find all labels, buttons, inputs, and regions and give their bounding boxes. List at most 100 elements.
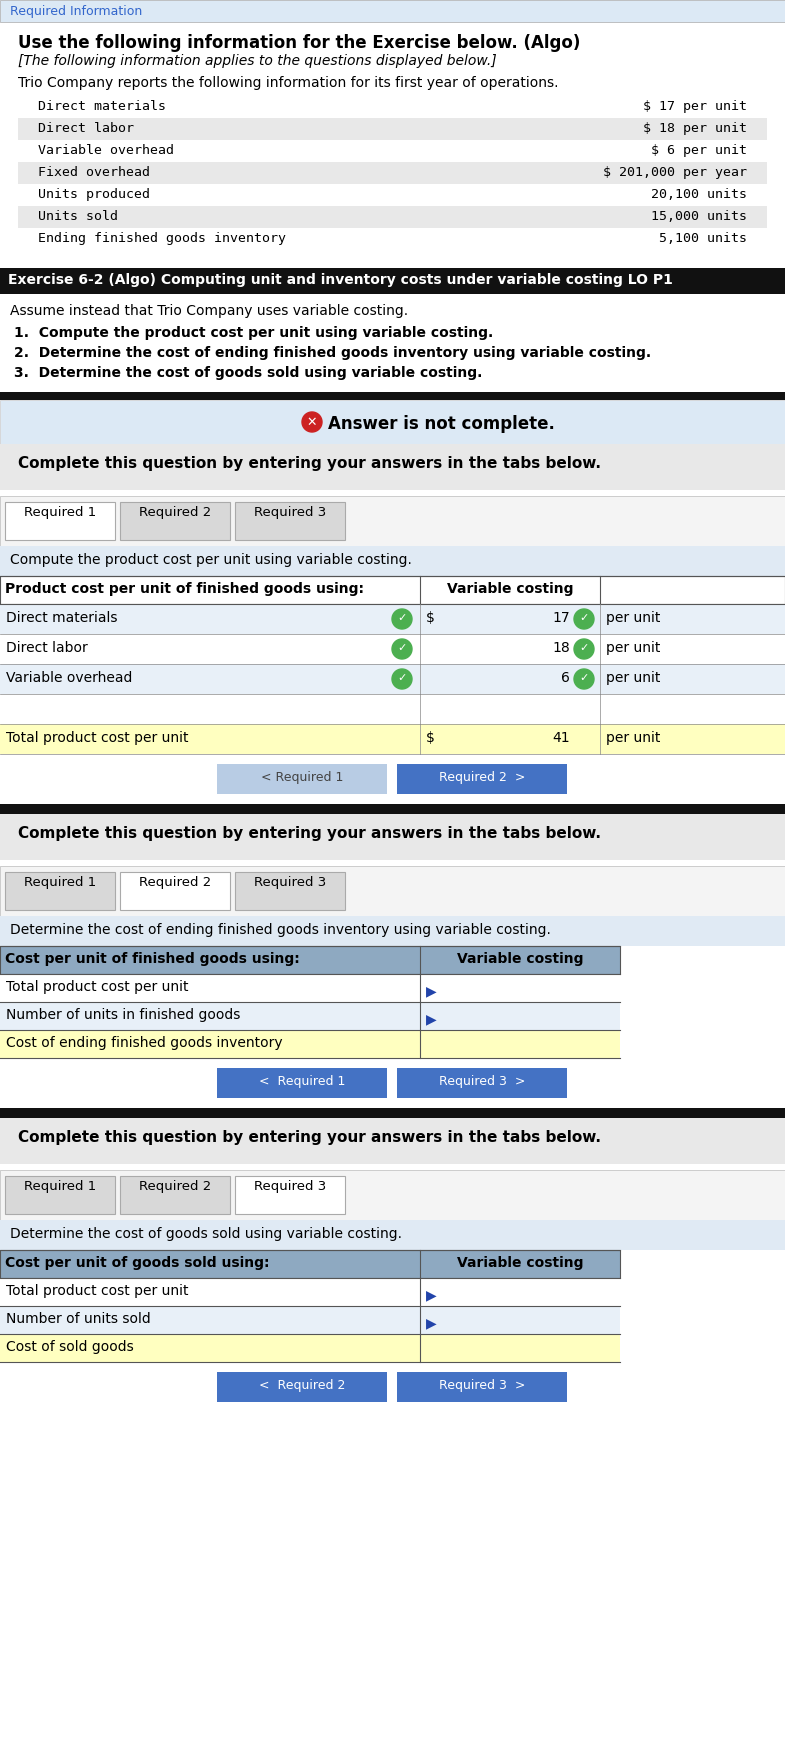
- FancyBboxPatch shape: [0, 693, 785, 723]
- Text: Variable costing: Variable costing: [457, 953, 583, 967]
- FancyBboxPatch shape: [0, 603, 785, 633]
- Text: per unit: per unit: [606, 610, 660, 624]
- Text: ▶: ▶: [426, 1288, 436, 1302]
- Text: Required 3: Required 3: [254, 877, 326, 889]
- FancyBboxPatch shape: [397, 1372, 567, 1402]
- Text: Ending finished goods inventory: Ending finished goods inventory: [38, 233, 286, 245]
- FancyBboxPatch shape: [120, 871, 230, 910]
- Text: $ 18 per unit: $ 18 per unit: [643, 122, 747, 136]
- FancyBboxPatch shape: [0, 445, 785, 490]
- Text: Use the following information for the Exercise below. (Algo): Use the following information for the Ex…: [18, 34, 580, 51]
- FancyBboxPatch shape: [0, 1170, 785, 1221]
- Text: Product cost per unit of finished goods using:: Product cost per unit of finished goods …: [5, 582, 364, 596]
- Text: <  Required 2: < Required 2: [259, 1379, 345, 1392]
- Text: ✕: ✕: [307, 416, 317, 429]
- FancyBboxPatch shape: [0, 663, 785, 693]
- Circle shape: [392, 609, 412, 630]
- FancyBboxPatch shape: [0, 946, 620, 974]
- Text: 3.  Determine the cost of goods sold using variable costing.: 3. Determine the cost of goods sold usin…: [14, 365, 482, 379]
- Text: $ 201,000 per year: $ 201,000 per year: [603, 166, 747, 178]
- FancyBboxPatch shape: [0, 400, 785, 445]
- FancyBboxPatch shape: [0, 804, 785, 813]
- Text: ✓: ✓: [579, 644, 589, 653]
- FancyBboxPatch shape: [0, 392, 785, 400]
- FancyBboxPatch shape: [0, 974, 620, 1002]
- Circle shape: [302, 413, 322, 432]
- Text: Required 1: Required 1: [24, 877, 96, 889]
- FancyBboxPatch shape: [18, 118, 767, 139]
- FancyBboxPatch shape: [0, 1118, 785, 1164]
- Text: Required 1: Required 1: [24, 1180, 96, 1192]
- Text: Required 2: Required 2: [139, 877, 211, 889]
- Text: Required 2  >: Required 2 >: [439, 771, 525, 783]
- FancyBboxPatch shape: [18, 95, 767, 118]
- Text: Total product cost per unit: Total product cost per unit: [6, 1284, 188, 1298]
- Text: Units sold: Units sold: [38, 210, 118, 222]
- FancyBboxPatch shape: [0, 813, 785, 861]
- Text: ✓: ✓: [397, 644, 407, 653]
- Text: $: $: [426, 730, 435, 744]
- Text: 15,000 units: 15,000 units: [651, 210, 747, 222]
- Text: $ 17 per unit: $ 17 per unit: [643, 101, 747, 113]
- Text: Units produced: Units produced: [38, 189, 150, 201]
- Text: per unit: per unit: [606, 640, 660, 654]
- Text: per unit: per unit: [606, 670, 660, 684]
- Text: 17: 17: [553, 610, 570, 624]
- FancyBboxPatch shape: [0, 633, 785, 663]
- FancyBboxPatch shape: [18, 162, 767, 183]
- FancyBboxPatch shape: [18, 206, 767, 228]
- FancyBboxPatch shape: [18, 139, 767, 162]
- Text: Direct materials: Direct materials: [38, 101, 166, 113]
- FancyBboxPatch shape: [0, 1277, 620, 1305]
- Text: ▶: ▶: [426, 984, 436, 998]
- FancyBboxPatch shape: [0, 1108, 785, 1118]
- Text: Direct labor: Direct labor: [38, 122, 134, 136]
- Text: Compute the product cost per unit using variable costing.: Compute the product cost per unit using …: [10, 552, 412, 566]
- Text: Trio Company reports the following information for its first year of operations.: Trio Company reports the following infor…: [18, 76, 558, 90]
- Circle shape: [574, 609, 594, 630]
- Text: Required 3: Required 3: [254, 506, 326, 519]
- Text: $ 6 per unit: $ 6 per unit: [651, 145, 747, 157]
- FancyBboxPatch shape: [397, 1067, 567, 1097]
- FancyBboxPatch shape: [5, 871, 115, 910]
- Circle shape: [574, 639, 594, 660]
- Text: ✓: ✓: [579, 614, 589, 623]
- Text: Required 1: Required 1: [24, 506, 96, 519]
- Text: Complete this question by entering your answers in the tabs below.: Complete this question by entering your …: [18, 457, 601, 471]
- Text: Variable overhead: Variable overhead: [6, 670, 133, 684]
- Text: Complete this question by entering your answers in the tabs below.: Complete this question by entering your …: [18, 826, 601, 841]
- FancyBboxPatch shape: [235, 871, 345, 910]
- Text: <  Required 1: < Required 1: [259, 1074, 345, 1088]
- Text: 20,100 units: 20,100 units: [651, 189, 747, 201]
- FancyBboxPatch shape: [0, 577, 785, 603]
- FancyBboxPatch shape: [0, 1334, 620, 1362]
- Text: Required Information: Required Information: [10, 5, 142, 18]
- Text: Complete this question by entering your answers in the tabs below.: Complete this question by entering your …: [18, 1131, 601, 1145]
- FancyBboxPatch shape: [397, 764, 567, 794]
- Text: < Required 1: < Required 1: [261, 771, 343, 783]
- Text: Variable costing: Variable costing: [447, 582, 573, 596]
- Text: Cost per unit of goods sold using:: Cost per unit of goods sold using:: [5, 1256, 269, 1270]
- Text: Variable costing: Variable costing: [457, 1256, 583, 1270]
- Text: Number of units in finished goods: Number of units in finished goods: [6, 1007, 240, 1021]
- Text: 41: 41: [553, 730, 570, 744]
- Circle shape: [574, 669, 594, 690]
- Text: Direct materials: Direct materials: [6, 610, 118, 624]
- FancyBboxPatch shape: [0, 1002, 620, 1030]
- FancyBboxPatch shape: [0, 1030, 620, 1058]
- Text: Variable overhead: Variable overhead: [38, 145, 174, 157]
- FancyBboxPatch shape: [0, 547, 785, 577]
- Text: Cost of sold goods: Cost of sold goods: [6, 1341, 133, 1355]
- Text: Required 3: Required 3: [254, 1180, 326, 1192]
- Text: $: $: [426, 610, 435, 624]
- FancyBboxPatch shape: [120, 503, 230, 540]
- FancyBboxPatch shape: [235, 1177, 345, 1214]
- FancyBboxPatch shape: [235, 503, 345, 540]
- FancyBboxPatch shape: [0, 496, 785, 547]
- Text: 6: 6: [561, 670, 570, 684]
- Text: Required 3  >: Required 3 >: [439, 1379, 525, 1392]
- FancyBboxPatch shape: [0, 1251, 620, 1277]
- Text: Cost of ending finished goods inventory: Cost of ending finished goods inventory: [6, 1035, 283, 1050]
- FancyBboxPatch shape: [0, 0, 785, 21]
- Text: Required 2: Required 2: [139, 506, 211, 519]
